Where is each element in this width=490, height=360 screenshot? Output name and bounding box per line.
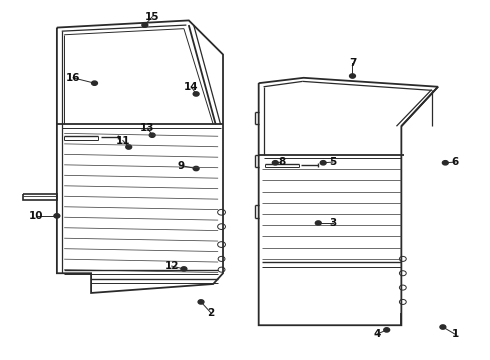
- Circle shape: [193, 166, 199, 171]
- Circle shape: [193, 92, 199, 96]
- Text: 4: 4: [373, 329, 381, 339]
- Circle shape: [181, 267, 187, 271]
- Text: 10: 10: [28, 211, 43, 221]
- Text: 9: 9: [178, 161, 185, 171]
- Circle shape: [272, 161, 278, 165]
- Circle shape: [92, 81, 98, 85]
- Text: 11: 11: [116, 136, 130, 145]
- Circle shape: [126, 145, 132, 149]
- Text: 15: 15: [145, 12, 159, 22]
- Circle shape: [442, 161, 448, 165]
- Circle shape: [320, 161, 326, 165]
- Text: 3: 3: [329, 218, 337, 228]
- Text: 5: 5: [329, 157, 337, 167]
- Text: 12: 12: [165, 261, 179, 271]
- Circle shape: [149, 133, 155, 137]
- Circle shape: [440, 325, 446, 329]
- Circle shape: [316, 221, 321, 225]
- Text: 2: 2: [207, 308, 215, 318]
- Circle shape: [142, 23, 148, 27]
- Text: 1: 1: [451, 329, 459, 339]
- Text: 14: 14: [184, 82, 198, 92]
- Text: 8: 8: [278, 157, 285, 167]
- Text: 6: 6: [451, 157, 459, 167]
- Circle shape: [198, 300, 204, 304]
- Text: 7: 7: [349, 58, 356, 68]
- Circle shape: [349, 74, 355, 78]
- Text: 16: 16: [66, 73, 80, 83]
- Circle shape: [54, 214, 60, 218]
- Circle shape: [384, 328, 390, 332]
- Text: 13: 13: [140, 123, 154, 133]
